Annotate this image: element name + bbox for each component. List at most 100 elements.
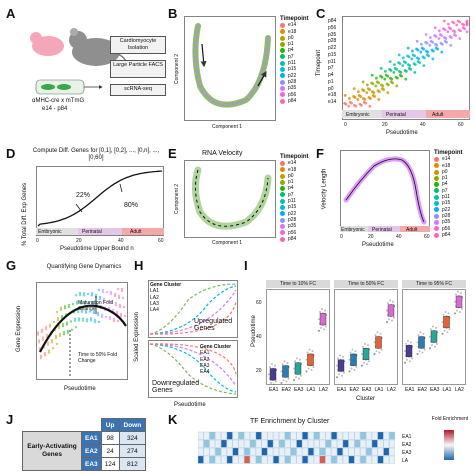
legend-swatch [280, 48, 285, 54]
g-point [100, 315, 104, 319]
trajectory-plot [184, 16, 276, 121]
k-heatmap [198, 431, 395, 464]
panel-f: Embryonic Perinatal Adult 0 20 40 60 Pse… [321, 148, 472, 258]
g-point [40, 328, 44, 332]
legend-label: p4 [442, 181, 448, 188]
i-point [280, 382, 283, 384]
g-point [102, 297, 106, 301]
legend-swatch [280, 205, 285, 211]
k-cell [250, 431, 256, 440]
k-cell [360, 439, 366, 448]
g-point [93, 318, 97, 322]
legend-row-p11: p11 [280, 60, 309, 66]
k-cell [284, 447, 291, 456]
i-point [348, 358, 351, 361]
c-xtick-0: 0 [344, 122, 347, 128]
e-ylabel: Component 2 [174, 183, 181, 215]
c-ytick: p11 [328, 58, 336, 65]
age-caption: e14 - p84 [42, 106, 68, 112]
i-point [448, 328, 451, 331]
k-cell [371, 439, 378, 448]
i-point [406, 358, 408, 361]
c-stage-embryonic: Embryonic [346, 112, 370, 118]
g-point [117, 296, 121, 300]
legend-swatch [434, 213, 439, 219]
legend-row-p35: p35 [280, 85, 309, 91]
strip-point [465, 20, 469, 24]
h-legend-title-down: Gene Cluster [200, 344, 232, 350]
strip-point [419, 50, 423, 54]
i-xtick: LA1 [374, 387, 384, 393]
c-xlabel: Pseudotime [386, 130, 418, 136]
strip-point [354, 104, 358, 108]
strip-point [347, 104, 351, 108]
strip-point [396, 76, 399, 80]
legend-row-e18: e18 [280, 167, 309, 173]
k-cell [279, 455, 285, 464]
k-cell [337, 455, 343, 464]
i-point [295, 376, 297, 379]
strip-point [423, 56, 426, 60]
i-point [305, 358, 308, 361]
strip-point [399, 70, 403, 74]
g-point [46, 341, 50, 344]
legend-row-p11: p11 [280, 198, 309, 204]
k-cell [226, 455, 233, 464]
step-box-isolation: Cardiomyocyte Isolation [110, 36, 166, 54]
legend-swatch [280, 29, 285, 35]
g-point [58, 332, 62, 336]
strip-point [371, 82, 375, 86]
legend-label: p84 [442, 231, 451, 238]
k-cell [284, 455, 291, 464]
g-point [109, 292, 113, 296]
strip-point [387, 83, 390, 87]
g-point [37, 339, 41, 342]
g-point [65, 323, 69, 326]
k-cell [366, 439, 372, 448]
panel-label-g: G [6, 258, 17, 273]
g-point [97, 288, 101, 292]
i-box [319, 313, 327, 326]
i-point [318, 329, 320, 332]
strip-point [348, 97, 351, 100]
g-xlabel: Pseudotime [64, 386, 96, 392]
strip-point [438, 29, 441, 33]
i-point [268, 373, 270, 376]
g-point [81, 319, 85, 322]
k-row-ea2: EA2 [402, 442, 412, 448]
i-point [441, 321, 444, 324]
b-xlabel: Component 1 [212, 124, 243, 130]
k-cell [215, 439, 221, 448]
legend-label: p7 [442, 187, 448, 194]
g-point [119, 314, 123, 318]
panel-label-k: K [168, 412, 178, 427]
strip-point [343, 94, 347, 97]
legend-swatch [280, 173, 285, 179]
f-xtick-20: 20 [368, 234, 374, 240]
legend-swatch [434, 207, 439, 213]
legend-row-p7: p7 [434, 188, 463, 194]
i-box [337, 359, 345, 372]
g-point [92, 311, 96, 315]
i-point [269, 366, 271, 369]
strip-point [404, 61, 407, 65]
legend-label: e18 [288, 166, 297, 173]
g-point [79, 302, 83, 305]
i-point [405, 342, 407, 345]
panel-label-b: B [168, 6, 178, 21]
legend-row-p1: p1 [280, 41, 309, 47]
panel-label-j: J [6, 412, 14, 427]
strip-point [353, 96, 357, 99]
h-legend-title-up: Gene Cluster [150, 282, 182, 288]
strip-point [459, 29, 462, 33]
legend-swatch [280, 73, 285, 79]
g-point [120, 289, 124, 293]
g-point [114, 303, 118, 307]
strip-point [401, 64, 405, 68]
strip-point [458, 37, 462, 40]
g-point [82, 292, 86, 295]
g-point [75, 300, 79, 303]
k-cell [203, 455, 210, 464]
i-point [298, 377, 300, 380]
i-point [361, 353, 363, 355]
